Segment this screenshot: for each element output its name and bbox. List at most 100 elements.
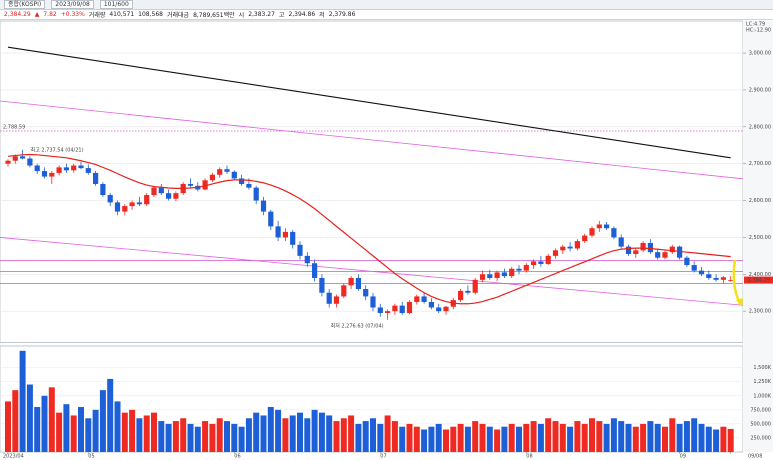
annotation: 최고 2,737.54 (04/21) [31,146,84,153]
volume-bar [99,390,106,452]
vol-tick-label: 500,000 [750,421,771,427]
candle-body [713,277,719,280]
volume-bar [640,423,647,452]
candle-body [509,268,515,277]
candle-body [494,272,500,278]
volume-bar [216,418,223,452]
candle-body [385,311,391,314]
volume-bar [275,409,282,452]
volume-bar [92,409,99,452]
header-field: 2,394.86 [288,11,316,18]
candle-body [363,289,369,297]
volume-bar [5,401,11,452]
volume-bar [545,418,552,452]
volume-bar [143,415,150,452]
volume-bar [589,418,595,452]
candle-body [348,277,354,286]
count-field[interactable]: 101/600 [99,0,133,9]
volume-bar [114,401,121,452]
moving-average [7,153,731,305]
volume-bar [282,418,289,452]
candle-body [560,246,566,251]
candle-body [538,261,544,264]
volume-bar [355,423,362,452]
candle-body [107,195,113,203]
y-tick-label: 2,400.00 [749,272,771,278]
volume-bar [683,421,690,452]
volume-bar [632,426,639,452]
volume-bar [245,418,252,452]
vol-tick-label: 750,000 [750,407,771,413]
candle-body [355,277,361,290]
candle-body [231,171,237,179]
volume-bar [421,429,428,452]
candle-body [297,244,303,256]
candle-body [253,187,259,201]
candle-body [333,296,340,304]
candle-body [217,169,223,175]
header-field: 410,571 [109,11,135,18]
candle-body [720,277,726,280]
x-tick-label: 05 [88,454,94,460]
header-field: 7.82 [43,11,57,18]
candle-body [187,183,194,186]
candle-body [421,296,427,302]
level-label: 2,788.59 [3,125,25,131]
volume-bar [85,418,92,452]
volume-bar [391,421,398,452]
candle-body [531,261,537,266]
volume-bar [413,426,420,452]
volume-bar [304,418,311,452]
volume-bar [224,421,230,452]
candle-body [246,183,252,188]
y-tick-label: 2,700.00 [749,161,771,167]
candle-body [414,296,420,302]
volume-bar [399,426,406,452]
volume-bar [209,423,216,452]
candle-body [677,246,683,258]
volume-bar [508,423,515,452]
candle-body [691,265,697,271]
candle-body [85,168,91,173]
header-field: 2,383.27 [248,11,275,18]
date-field[interactable]: 2023/09/08 [51,0,94,9]
volume-bar [194,426,201,452]
volume-bar [41,395,48,452]
candle-body [202,180,208,190]
candle-body [625,246,632,255]
volume-bar [260,415,267,452]
volume-bar [318,412,325,452]
volume-bar [48,387,55,452]
y-tick-label: 2,600.00 [749,198,771,204]
volume-bar [406,423,413,452]
candle-body [158,187,164,194]
header-field: 거래대금 [166,12,190,19]
candle-body [129,202,135,207]
vol-tick-label: 1,000K [753,393,771,399]
header-field: 108,568 [138,11,163,18]
candle-body [377,307,383,314]
volume-bar [297,412,303,452]
volume-bar [523,423,530,452]
highlight-arrow-head [736,298,743,307]
volume-bar [720,426,727,452]
volume-bar [428,426,435,452]
candle-body [545,255,551,264]
candle-body [574,241,580,249]
volume-bar [187,423,194,452]
candle-body [319,277,325,293]
volume-bar [705,426,712,452]
candle-body [34,165,40,172]
candle-body [604,224,610,229]
candle-body [56,167,62,173]
candle-body [501,272,507,277]
volume-bar [70,415,77,452]
candle-body [5,160,11,164]
volume-bar [676,423,683,452]
volume-bar [107,378,114,452]
candle-body [472,279,478,293]
candle-body [209,174,215,181]
candle-body [669,246,675,253]
market-field[interactable]: 종합(KOSPI) [4,0,46,9]
